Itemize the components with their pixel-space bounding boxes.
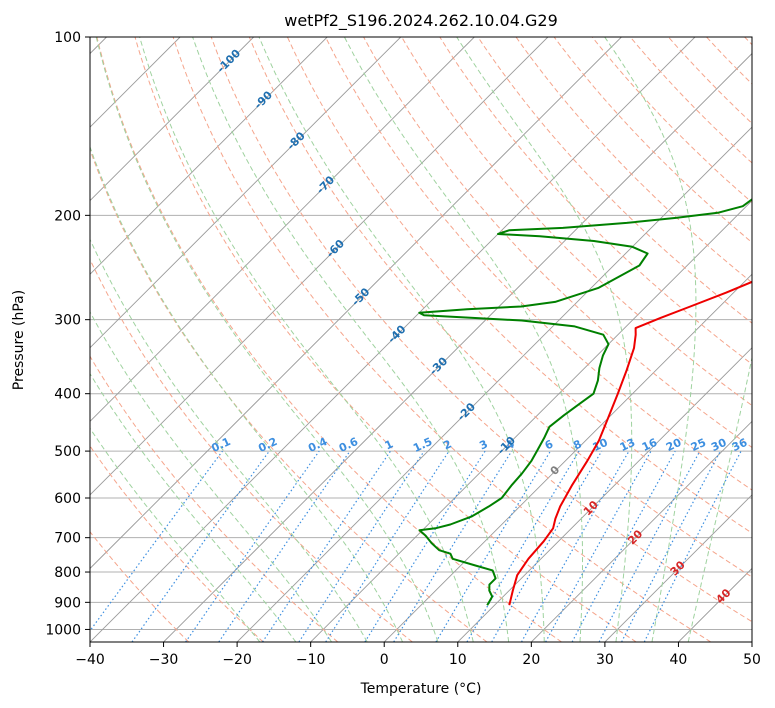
- x-tick-label: −40: [75, 652, 105, 668]
- isotherm-line: [457, 347, 752, 642]
- x-axis-label: Temperature (°C): [360, 681, 482, 697]
- y-tick-label: 300: [54, 313, 81, 329]
- moist-adiabat-line: [90, 145, 404, 642]
- isotherm-line: [531, 420, 752, 642]
- isotherm-line: [90, 37, 475, 422]
- plot-area: 0.1 0.2 0.4 0.6 1 1.5 2 3 4 6 8 10 13 16 20 25 30 36-100-…: [90, 37, 752, 642]
- dry-adiabat-line: [401, 37, 752, 407]
- mixing-ratio-line: [364, 450, 486, 642]
- moist-adiabat-line: [139, 37, 474, 642]
- mixing-ratio-label: 13: [618, 436, 637, 454]
- moist-adiabat-line: [192, 37, 510, 642]
- mixing-ratio-label: 16: [640, 436, 660, 454]
- mixing-ratio-line: [491, 450, 603, 642]
- moist-adiabat-line: [95, 37, 439, 642]
- isotherm-line: [90, 37, 696, 642]
- x-tick-label: 50: [743, 652, 761, 668]
- dry-adiabat-line: [210, 37, 752, 623]
- mixing-ratio-line: [325, 450, 450, 642]
- temperature-profile-line: [508, 280, 752, 606]
- mixing-ratio-line: [185, 450, 320, 642]
- dry-adiabat-line: [172, 37, 712, 642]
- y-tick-label: 1000: [45, 622, 81, 638]
- moist-adiabat-line: [90, 238, 368, 642]
- dry-adiabat-line: [286, 37, 752, 534]
- x-tick-label: −20: [222, 652, 252, 668]
- moist-adiabat-line: [687, 355, 752, 642]
- mixing-ratio-line: [545, 450, 652, 642]
- plot-frame: [89, 36, 753, 643]
- moist-adiabat-line: [604, 37, 697, 642]
- y-tick-label: 500: [54, 444, 81, 460]
- dry-adiabat-line: [591, 37, 752, 204]
- mixing-ratio-label: 20: [664, 436, 684, 454]
- isotherm-line: [90, 37, 402, 349]
- x-tick-label: 0: [380, 652, 389, 668]
- mixing-ratio-line: [131, 450, 270, 642]
- isotherm-line: [90, 37, 549, 496]
- isotherm-line: [90, 37, 328, 275]
- mixing-ratio-line: [571, 450, 676, 642]
- plot-background: [90, 37, 752, 642]
- isotherm-line: [90, 37, 254, 202]
- isotherm-line: [163, 52, 752, 642]
- isotherm-line: [604, 494, 752, 642]
- isotherm-line: [236, 126, 752, 642]
- y-tick-label: 900: [54, 595, 81, 611]
- dewpoint-profile-line: [418, 198, 752, 606]
- moist-adiabat-line: [343, 37, 583, 642]
- y-tick-label: 600: [54, 491, 81, 507]
- moist-adiabats: [90, 37, 752, 642]
- dry-adiabat-line: [477, 37, 752, 324]
- y-tick-label: 700: [54, 531, 81, 547]
- dry-adiabat-line: [248, 37, 752, 578]
- dry-adiabat-line: [90, 355, 339, 642]
- chart-title: wetPf2_S196.2024.262.10.04.G29: [284, 11, 558, 31]
- mixing-ratio-line: [435, 450, 552, 642]
- x-tick-label: −30: [149, 652, 179, 668]
- axes: −40 −30 −20 −10 0 10 20 30 40 50 100 200 300 400 500 60…: [45, 30, 761, 668]
- y-tick-label: 400: [54, 387, 81, 403]
- y-tick-label: 100: [54, 30, 81, 46]
- isotherm-line: [90, 37, 622, 570]
- x-tick-label: −10: [296, 652, 326, 668]
- x-tick-label: 40: [670, 652, 688, 668]
- mixing-ratio-line: [218, 450, 351, 642]
- moist-adiabat-line: [90, 372, 297, 642]
- y-axis-label: Pressure (hPa): [11, 290, 27, 390]
- dry-adiabat-line: [363, 37, 752, 449]
- moist-adiabat-line: [90, 427, 261, 642]
- moist-adiabat-line: [456, 37, 633, 642]
- dry-adiabat-line: [325, 37, 752, 491]
- mixing-ratio-line: [393, 450, 513, 642]
- dry-adiabat-line: [96, 37, 562, 642]
- moist-adiabat-line: [258, 37, 545, 642]
- x-tick-label: 20: [522, 652, 540, 668]
- dry-adiabat-line: [90, 148, 488, 642]
- dry-adiabat-line: [134, 37, 637, 642]
- mixing-ratio-label: 36: [730, 436, 750, 454]
- mixing-ratio-label: 30: [709, 436, 729, 454]
- y-tick-label: 200: [54, 208, 81, 224]
- mixing-ratio-line: [520, 450, 630, 642]
- x-tick-label: 10: [449, 652, 467, 668]
- mixing-ratio-line: [466, 450, 580, 642]
- dry-adiabat-line: [515, 37, 752, 284]
- y-tick-label: 800: [54, 565, 81, 581]
- dry-adiabat-line: [90, 531, 190, 642]
- mixing-ratio-label: 10: [591, 436, 611, 454]
- moist-adiabat-line: [90, 310, 333, 642]
- x-tick-label: 30: [596, 652, 614, 668]
- dry-adiabat-line: [439, 37, 752, 365]
- isotherm-line: [383, 273, 752, 642]
- mixing-ratio-label: 25: [689, 436, 708, 454]
